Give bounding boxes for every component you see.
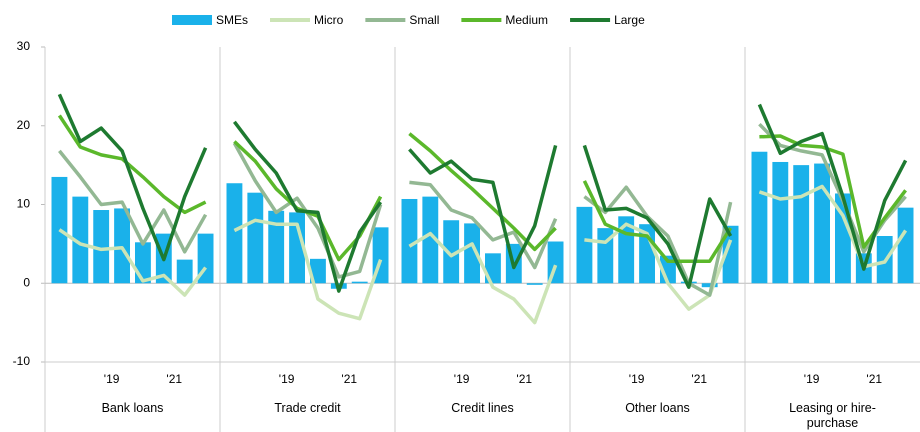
line: [759, 134, 907, 249]
bar: [443, 220, 460, 284]
x-tick-label: '21: [341, 372, 357, 386]
bar: [310, 258, 326, 284]
bar: [268, 210, 285, 284]
x-tick-label: '19: [454, 372, 470, 386]
legend-label: Medium: [505, 13, 548, 27]
legend-label: SMEs: [216, 13, 248, 27]
bar: [576, 206, 593, 284]
x-tick-label: '21: [516, 372, 532, 386]
y-tick-label: 20: [17, 118, 31, 132]
x-tick-label: '19: [629, 372, 645, 386]
line: [584, 222, 733, 311]
y-tick-label: 30: [17, 39, 31, 53]
legend-label: Small: [409, 13, 439, 27]
panel-label: Trade credit: [274, 401, 341, 415]
bar: [701, 283, 718, 288]
line: [408, 231, 558, 325]
line: [582, 144, 733, 289]
bar: [814, 163, 830, 284]
x-tick-label: '21: [866, 372, 882, 386]
bar: [72, 196, 89, 284]
line: [409, 180, 558, 270]
x-tick-label: '21: [691, 372, 707, 386]
panel-label: Other loans: [625, 401, 690, 415]
line: [57, 93, 208, 262]
x-tick-label: '19: [804, 372, 820, 386]
line: [408, 132, 557, 252]
line: [58, 228, 207, 297]
panel-label: Bank loans: [101, 401, 164, 415]
bar: [176, 259, 193, 284]
line: [408, 144, 558, 270]
bar: [422, 196, 439, 284]
line: [58, 149, 208, 254]
legend-label: Large: [614, 13, 645, 27]
y-tick-label: -10: [13, 354, 31, 368]
bar: [93, 210, 110, 284]
x-tick-label: '19: [104, 372, 120, 386]
bar: [114, 208, 130, 284]
bar: [226, 183, 243, 284]
line: [233, 218, 383, 321]
line: [233, 120, 383, 293]
panel-label: Credit lines: [451, 401, 514, 415]
line: [582, 180, 733, 263]
bar: [401, 198, 418, 284]
panel-label: Leasing or hire-purchase: [789, 401, 876, 430]
legend-swatch: [172, 15, 212, 25]
bar: [247, 192, 264, 284]
line: [758, 184, 908, 269]
bar: [897, 207, 914, 284]
legend-label: Micro: [314, 13, 344, 27]
bar: [751, 151, 768, 284]
bar: [722, 225, 739, 284]
bar: [135, 242, 151, 284]
bar: [526, 283, 543, 285]
y-tick-label: 10: [17, 197, 31, 211]
line: [757, 103, 908, 271]
bar: [793, 165, 810, 284]
bar: [351, 281, 368, 284]
x-tick-label: '19: [279, 372, 295, 386]
bar: [289, 212, 305, 284]
y-tick-label: 0: [23, 275, 30, 289]
bar: [464, 223, 480, 284]
bar: [772, 161, 789, 284]
x-tick-label: '21: [166, 372, 182, 386]
